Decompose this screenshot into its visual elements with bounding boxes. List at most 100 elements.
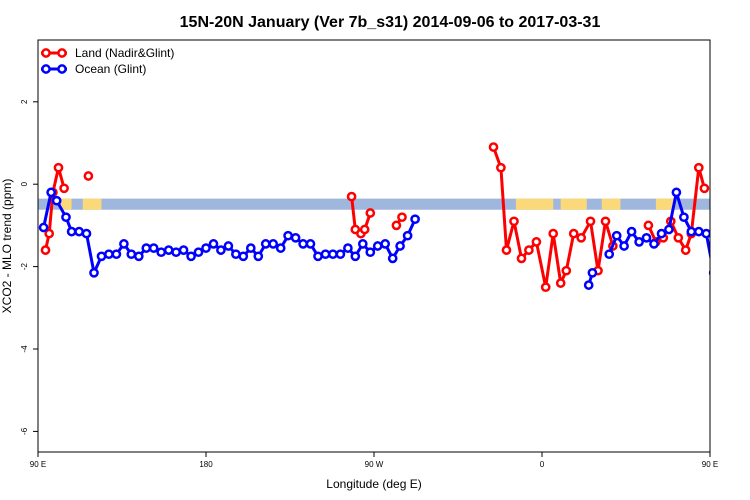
data-point (290, 232, 301, 243)
x-tick-label: 0 (540, 460, 545, 469)
x-tick-label: 90 E (30, 460, 46, 469)
data-point (119, 239, 129, 249)
data-point (656, 228, 667, 239)
data-point (223, 241, 234, 251)
data-point (611, 230, 622, 241)
data-point (268, 239, 279, 249)
data-point (253, 251, 264, 262)
legend-marker (57, 64, 67, 74)
data-point (548, 228, 559, 239)
data-point (634, 237, 644, 247)
coverage-band (38, 198, 710, 210)
series-ocean (38, 187, 710, 290)
data-point (600, 216, 611, 227)
data-point (643, 220, 654, 231)
data-point (111, 249, 122, 260)
y-tick-label: -2 (20, 262, 29, 270)
legend: Land (Nadir&Glint) Ocean (Glint) (41, 46, 174, 76)
data-point (305, 239, 316, 249)
data-point (365, 208, 376, 218)
y-tick-label: 0 (20, 181, 29, 186)
data-point (201, 243, 211, 253)
data-point (671, 187, 682, 198)
y-tick-label: -4 (20, 345, 29, 353)
land-band-segment (60, 198, 72, 210)
y-axis-label: XCO2 - MLO trend (ppm) (0, 179, 14, 314)
data-point (104, 249, 114, 260)
land-band-segment (655, 198, 675, 210)
data-point (81, 228, 92, 239)
data-point (350, 251, 361, 262)
legend-label: Ocean (Glint) (75, 62, 146, 76)
data-point (626, 226, 637, 237)
data-point (335, 249, 346, 260)
data-point (397, 212, 407, 223)
data-point (313, 251, 323, 262)
data-point (178, 245, 189, 255)
data-point (133, 251, 144, 262)
legend-marker (57, 48, 67, 58)
data-point (231, 249, 241, 260)
land-band-segment (601, 198, 621, 210)
data-point (44, 228, 55, 239)
data-point (163, 245, 174, 255)
data-point (359, 224, 370, 235)
data-point (238, 251, 249, 262)
data-point (391, 220, 402, 231)
legend-marker (41, 64, 51, 74)
data-point (583, 280, 594, 290)
data-point (619, 241, 629, 251)
land-band-segment (82, 198, 102, 210)
x-tick-label: 90 E (702, 460, 718, 469)
y-tick-label: 2 (20, 99, 29, 104)
x-tick-label: 90 W (365, 460, 384, 469)
data-point (587, 267, 598, 278)
data-point (488, 142, 499, 152)
data-point (540, 282, 551, 293)
data-point (298, 239, 308, 249)
data-point (395, 241, 405, 251)
data-point (641, 232, 652, 243)
land-band-segment (515, 198, 554, 210)
data-point (680, 245, 691, 255)
x-axis: 90 E 180 90 W 0 90 E (30, 452, 718, 469)
data-point (699, 183, 710, 194)
data-point (346, 191, 357, 202)
legend-marker (41, 48, 51, 58)
series-layer (38, 142, 710, 293)
data-point (561, 265, 572, 276)
data-point (59, 183, 69, 194)
data-point (193, 247, 204, 258)
data-point (509, 216, 519, 227)
land-band-segment (560, 198, 587, 210)
y-axis: 2 0 -2 -4 -6 (20, 99, 38, 435)
data-point (260, 239, 271, 249)
data-point (496, 162, 506, 173)
data-point (40, 245, 51, 255)
data-point (693, 226, 704, 237)
data-point (141, 243, 152, 253)
data-point (245, 243, 256, 253)
data-point (693, 162, 704, 173)
data-point (664, 224, 674, 235)
x-axis-label: Longitude (deg E) (326, 477, 421, 491)
data-point (328, 249, 338, 260)
data-point (585, 216, 596, 227)
legend-item-land: Land (Nadir&Glint) (41, 46, 174, 60)
data-point (410, 214, 420, 225)
chart-title: 15N-20N January (Ver 7b_s31) 2014-09-06 … (180, 14, 601, 31)
data-point (148, 243, 159, 253)
data-point (83, 171, 94, 181)
data-point (66, 226, 77, 237)
data-point (524, 245, 534, 255)
data-point (51, 195, 62, 206)
data-point (649, 239, 659, 249)
data-point (387, 253, 398, 264)
data-point (208, 239, 219, 249)
data-point (576, 232, 587, 243)
data-point (673, 232, 684, 243)
data-point (501, 245, 512, 255)
legend-label: Land (Nadir&Glint) (75, 46, 174, 60)
data-point (372, 241, 383, 251)
